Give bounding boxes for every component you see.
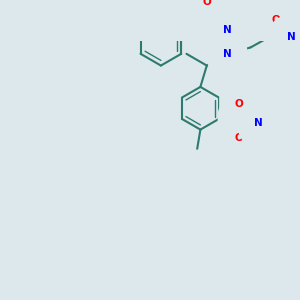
Text: O: O (202, 0, 211, 7)
Text: N: N (223, 25, 232, 35)
Text: N: N (287, 32, 296, 42)
Text: O: O (235, 133, 244, 143)
Text: O: O (272, 15, 280, 25)
Text: O: O (235, 99, 244, 109)
Text: N: N (254, 118, 263, 128)
Text: S: S (233, 116, 241, 126)
Text: N: N (223, 49, 232, 59)
